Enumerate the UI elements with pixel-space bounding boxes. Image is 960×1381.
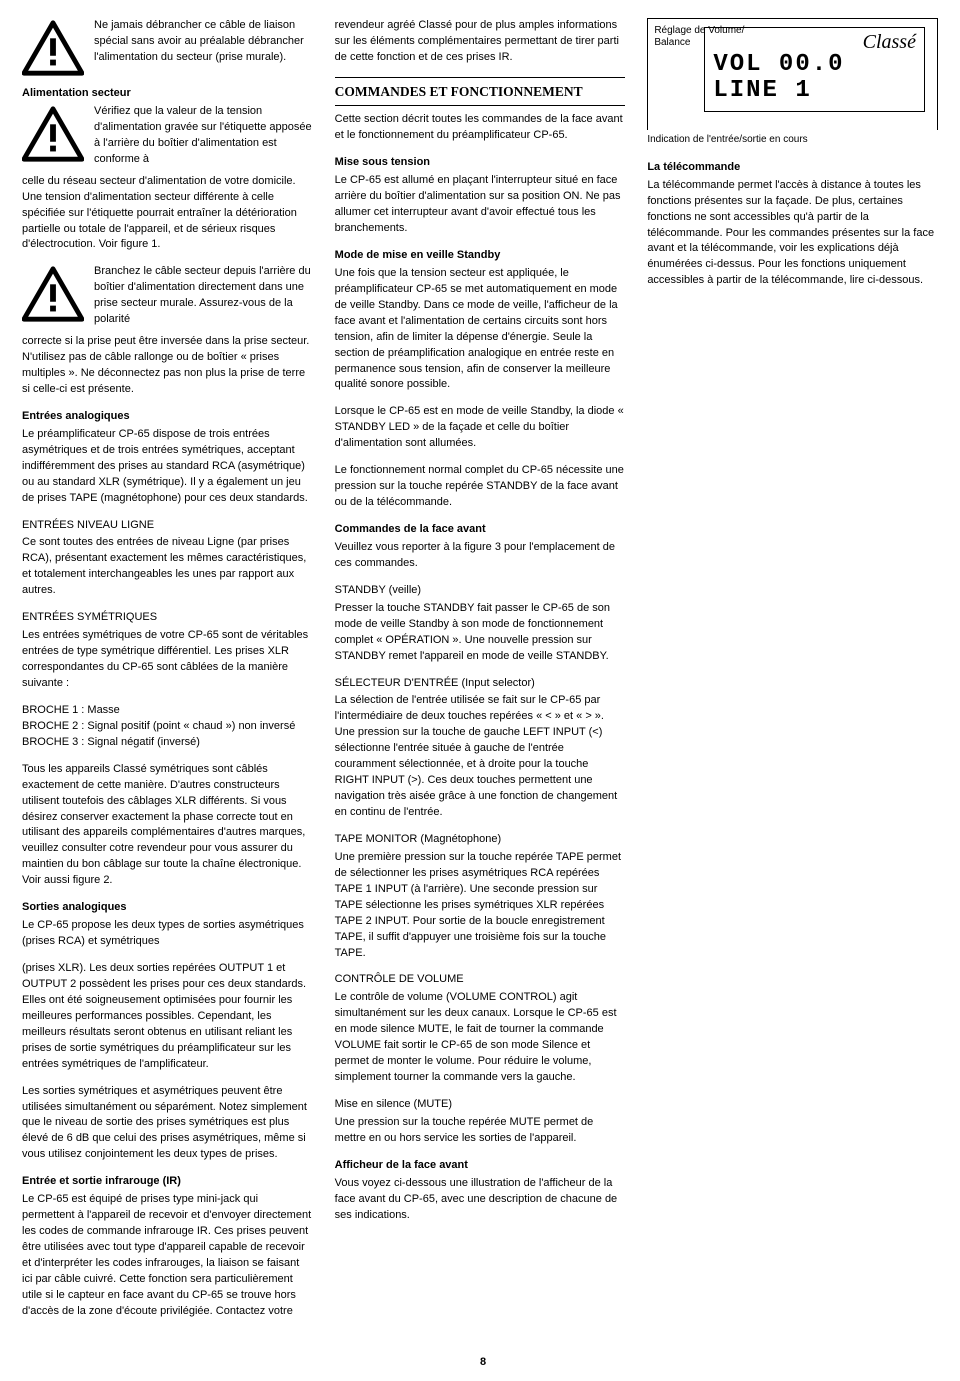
warning-text-3a: Branchez le câble secteur depuis l'arriè…: [94, 265, 311, 325]
col2-p2: Les sorties symétriques et asymétriques …: [22, 1084, 313, 1164]
heading-entrees: Entrées analogiques: [22, 409, 313, 425]
heading-commandes: COMMANDES ET FONCTIONNEMENT: [335, 77, 626, 107]
display-lcd-line2: LINE 1: [713, 78, 916, 104]
mise-tension-text: Le CP-65 est allumé en plaçant l'interru…: [335, 173, 626, 237]
heading-ir: Entrée et sortie infrarouge (IR): [22, 1174, 313, 1190]
heading-standby-mode: Mode de mise en veille Standby: [335, 248, 626, 264]
tape-text: Une première pression sur la touche repé…: [335, 850, 626, 962]
heading-alimentation: Alimentation secteur: [22, 86, 313, 102]
warning-text-2b: celle du réseau secteur d'alimentation d…: [22, 174, 313, 254]
heading-volume: CONTRÔLE DE VOLUME: [335, 972, 626, 988]
entrees-text: Le préamplificateur CP-65 dispose de tro…: [22, 427, 313, 507]
heading-symetriques: ENTRÉES SYMÉTRIQUES: [22, 610, 313, 626]
heading-face-avant: Commandes de la face avant: [335, 522, 626, 538]
heading-niveau-ligne: ENTRÉES NIVEAU LIGNE: [22, 518, 313, 534]
sym-text: Les entrées symétriques de votre CP-65 s…: [22, 628, 313, 692]
broche-3: BROCHE 3 : Signal négatif (inversé): [22, 736, 200, 748]
heading-mute: Mise en silence (MUTE): [335, 1097, 626, 1113]
warning-icon: [22, 106, 84, 162]
display-illustration: Réglage de Volume/ Balance Classé VOL 00…: [647, 18, 938, 146]
afficheur-text: Vous voyez ci-dessous une illustration d…: [335, 1176, 626, 1224]
telecommande-text: La télécommande permet l'accès à distanc…: [647, 178, 938, 290]
display-lcd-line1: VOL 00.0: [713, 52, 916, 78]
sorties-text: Le CP-65 propose les deux types de sorti…: [22, 918, 313, 950]
heading-sorties: Sorties analogiques: [22, 900, 313, 916]
heading-standby: STANDBY (veille): [335, 583, 626, 599]
sym-text-2: Tous les appareils Classé symétriques so…: [22, 762, 313, 890]
broche-1: BROCHE 1 : Masse: [22, 704, 120, 716]
display-label-top: Réglage de Volume/ Balance: [654, 25, 754, 49]
niveau-text: Ce sont toutes des entrées de niveau Lig…: [22, 535, 313, 599]
warning-icon: [22, 20, 84, 76]
standby-p1: Une fois que la tension secteur est appl…: [335, 266, 626, 394]
warning-icon: [22, 266, 84, 322]
face-avant-text: Veuillez vous reporter à la figure 3 pou…: [335, 540, 626, 572]
page-number: 8: [480, 1355, 486, 1371]
warning-text-2a: Vérifiez que la valeur de la tension d'a…: [94, 105, 312, 165]
heading-afficheur: Afficheur de la face avant: [335, 1158, 626, 1174]
heading-selector: SÉLECTEUR D'ENTRÉE (Input selector): [335, 676, 626, 692]
volume-text: Le contrôle de volume (VOLUME CONTROL) a…: [335, 990, 626, 1086]
standby-text: Presser la touche STANDBY fait passer le…: [335, 601, 626, 665]
broche-2: BROCHE 2 : Signal positif (point « chaud…: [22, 720, 295, 732]
heading-tape: TAPE MONITOR (Magnétophone): [335, 832, 626, 848]
mute-text: Une pression sur la touche repérée MUTE …: [335, 1115, 626, 1147]
col2-p1: (prises XLR). Les deux sorties repérées …: [22, 961, 313, 1073]
display-label-bottom: Indication de l'entrée/sortie en cours: [647, 134, 938, 146]
commandes-text: Cette section décrit toutes les commande…: [335, 112, 626, 144]
warning-text-3b: correcte si la prise peut être inversée …: [22, 334, 313, 398]
selector-text: La sélection de l'entrée utilisée se fai…: [335, 693, 626, 821]
standby-p3: Le fonctionnement normal complet du CP-6…: [335, 463, 626, 511]
standby-p2: Lorsque le CP-65 est en mode de veille S…: [335, 404, 626, 452]
heading-telecommande: La télécommande: [647, 160, 938, 176]
heading-mise-tension: Mise sous tension: [335, 155, 626, 171]
